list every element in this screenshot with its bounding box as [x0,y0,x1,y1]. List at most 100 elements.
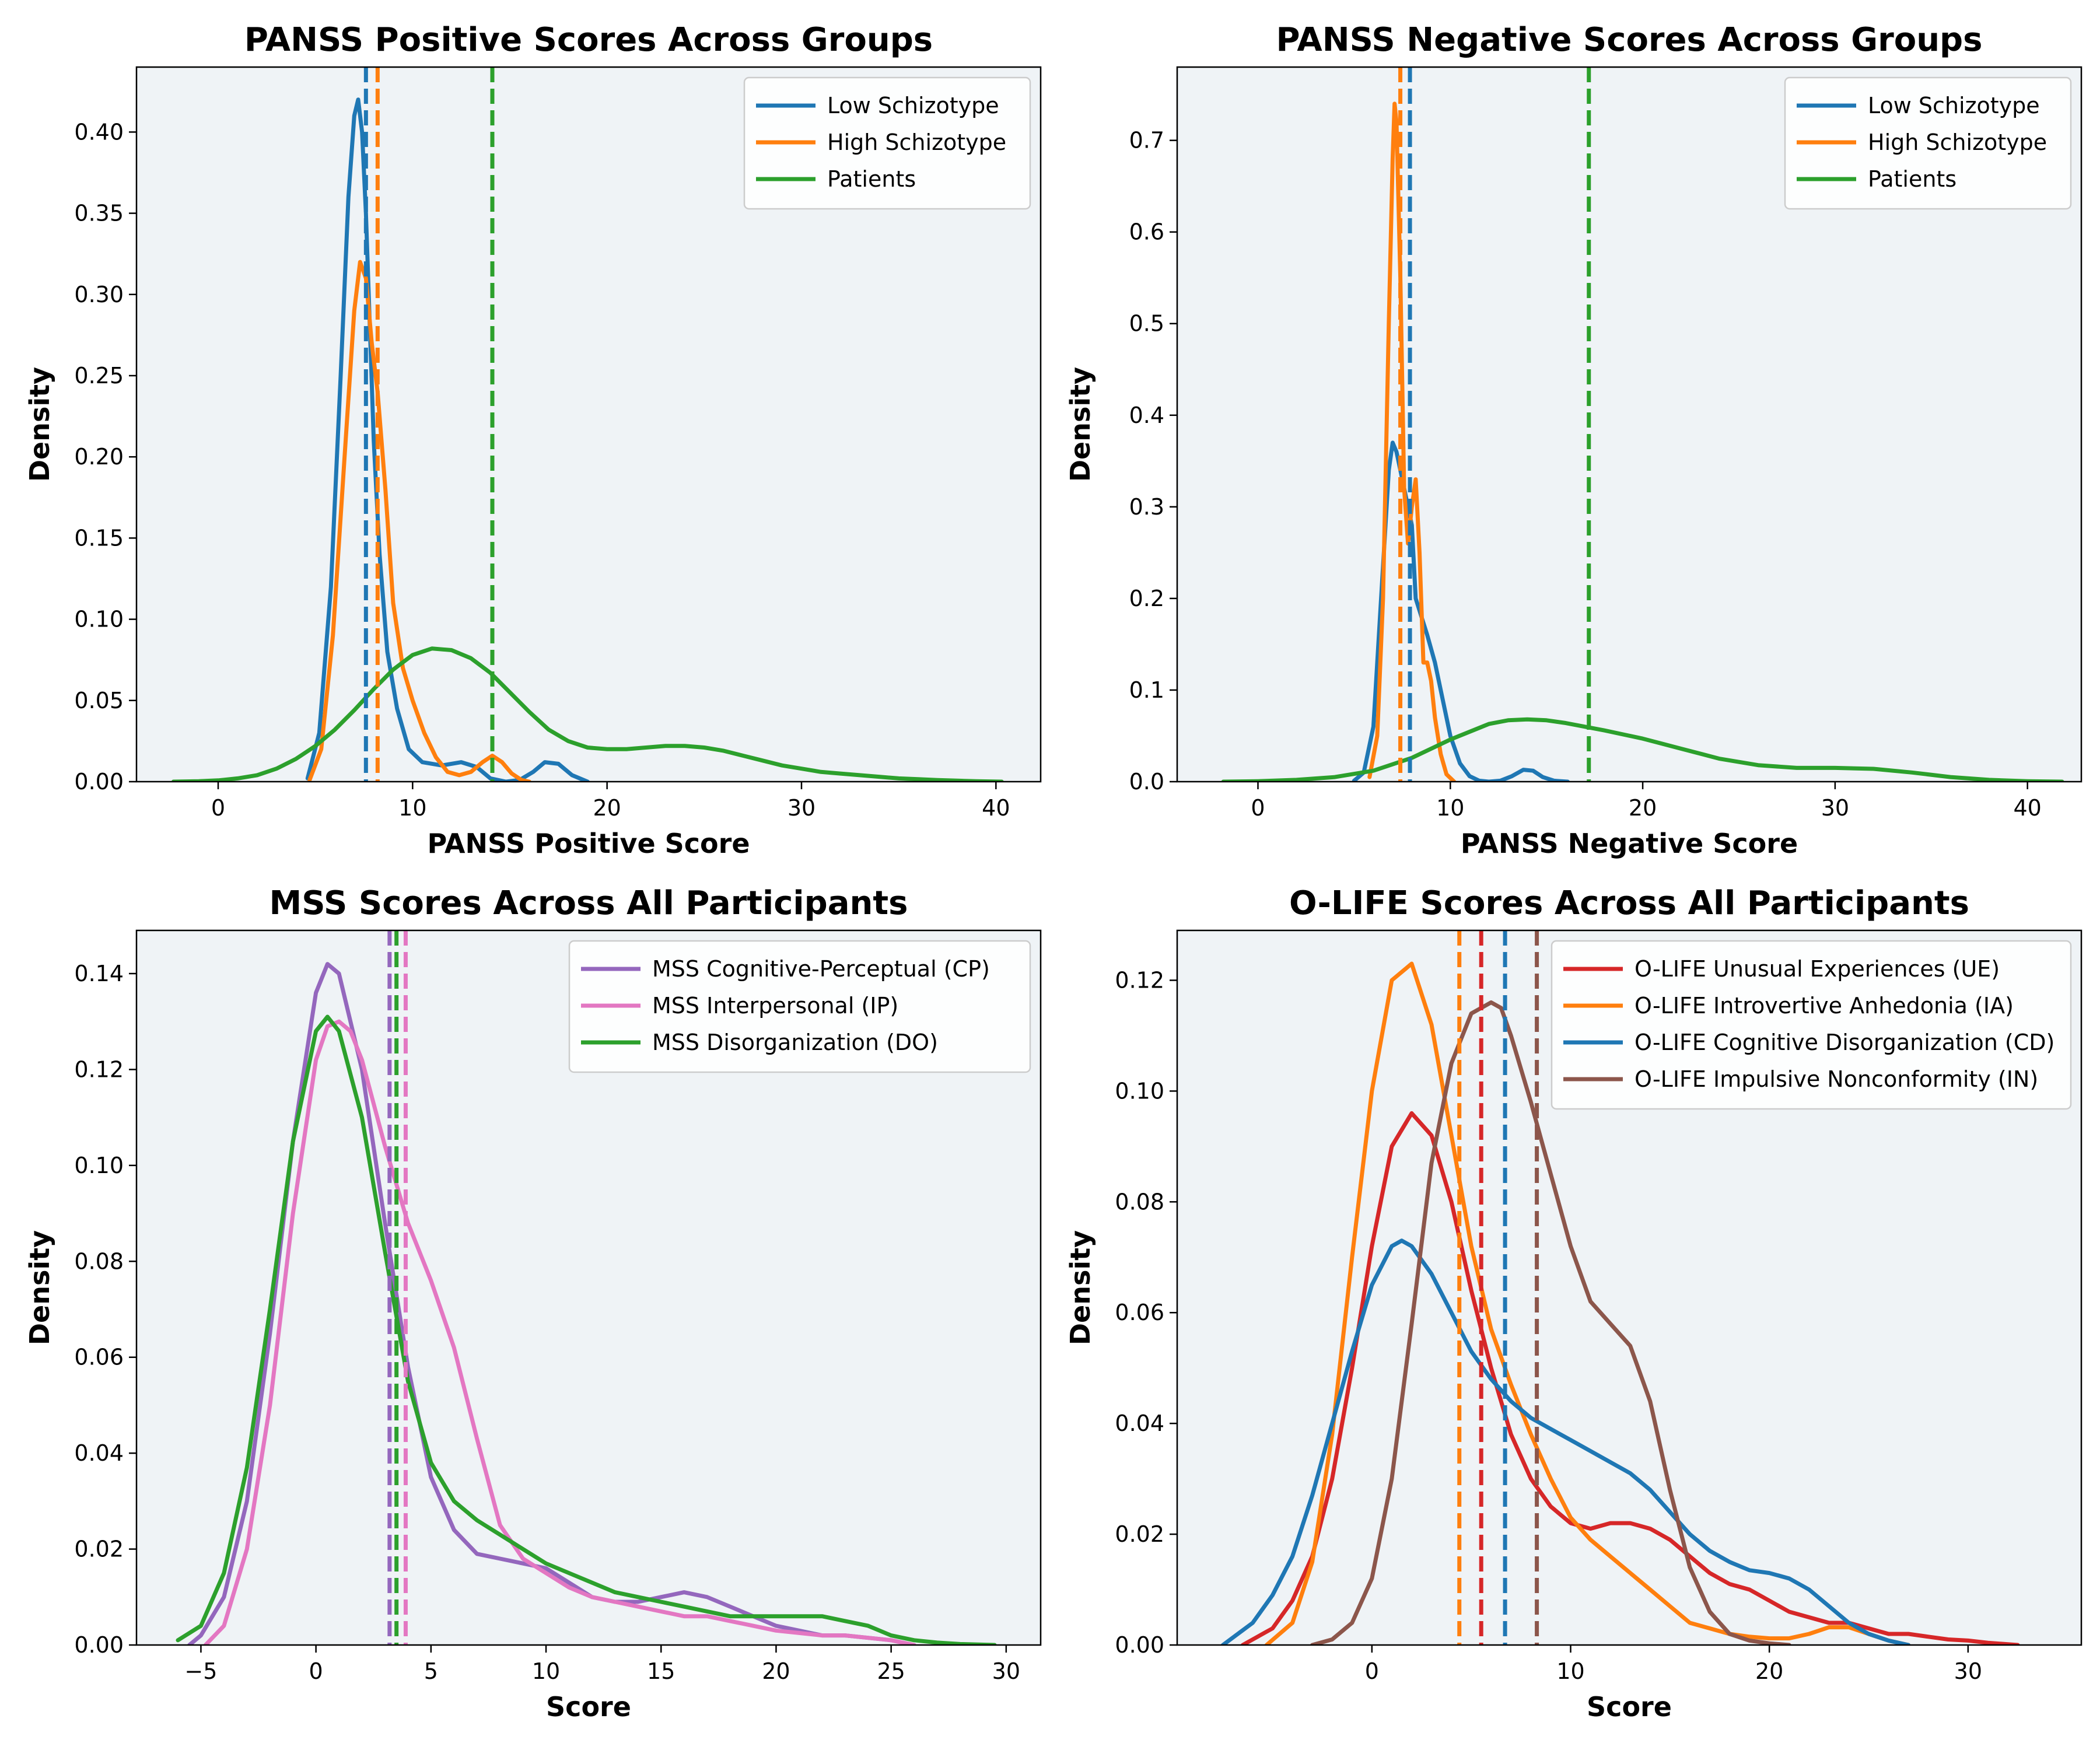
y-tick-label: 0.02 [1115,1521,1164,1547]
y-tick-label: 0.04 [1115,1410,1164,1436]
x-tick-label: 5 [424,1658,438,1684]
x-axis-label: PANSS Positive Score [427,828,750,859]
x-tick-label: 30 [992,1658,1020,1684]
y-axis-label: Density [1065,367,1096,482]
x-tick-label: 0 [309,1658,323,1684]
y-tick-label: 0.08 [1115,1189,1164,1214]
chart-title: O-LIFE Scores Across All Participants [1289,884,1969,922]
y-tick-label: 0.20 [74,444,124,470]
legend-label: O-LIFE Introvertive Anhedonia (IA) [1634,993,2014,1019]
y-tick-label: 0.14 [74,961,124,986]
legend-label: High Schizotype [827,130,1006,155]
legend-label: MSS Cognitive-Perceptual (CP) [652,956,990,982]
y-tick-label: 0.7 [1129,128,1164,153]
chart-panel-3: −5 0 5 10 15 20 25 30 0.00 0.02 0.04 0.06 0.08 0.10 0.… [24,884,1042,1723]
legend-label: MSS Interpersonal (IP) [652,993,898,1019]
y-tick-label: 0.40 [74,119,124,145]
series-line-4 [1310,1000,1791,1645]
x-tick-label: 0 [1365,1658,1379,1684]
series-line-1 [1240,1111,2020,1645]
legend-label: Low Schizotype [1868,93,2040,118]
x-tick-label: 10 [532,1658,560,1684]
series-line-2 [203,1019,916,1645]
axes-frame [1176,66,2082,783]
series-line-3 [1220,1238,1911,1645]
series-layer [171,67,1004,782]
y-tick-label: 0.06 [74,1345,124,1370]
y-tick-label: 0.08 [74,1248,124,1274]
legend-label: Low Schizotype [827,93,999,118]
legend-label: Patients [1868,166,1957,192]
axes-frame [1176,929,2082,1646]
legend: MSS Cognitive-Perceptual (CP) MSS Interpe… [568,940,1031,1073]
x-tick-label: 20 [762,1658,790,1684]
chart-title: PANSS Negative Scores Across Groups [1276,21,1983,59]
y-tick-label: 0.00 [74,769,124,794]
legend-label: MSS Disorganization (DO) [652,1030,938,1055]
x-tick-label: 40 [982,795,1010,821]
y-tick-label: 0.25 [74,363,124,388]
x-tick-label: 10 [398,795,426,821]
y-tick-label: 0.3 [1129,494,1164,520]
series-line-3 [176,1014,997,1645]
x-tick-label: 20 [1629,795,1657,821]
y-tick-label: 0.6 [1129,219,1164,245]
y-tick-label: 0.5 [1129,311,1164,337]
x-tick-label: 0 [1251,795,1265,821]
x-tick-label: 30 [1821,795,1849,821]
chart-panel-4: 0 10 20 30 0.00 0.02 0.04 0.06 0.08 0.10 0.12 O-LIF… [1065,884,2082,1723]
y-tick-label: 0.4 [1129,402,1164,428]
x-tick-label: 30 [1954,1658,1982,1684]
x-tick-label: 10 [1556,1658,1584,1684]
legend-box [1550,940,2072,1110]
x-tick-label: 30 [788,795,816,821]
series-line-1 [305,97,590,782]
series-layer [1221,67,2064,782]
x-tick-label: 20 [593,795,621,821]
legend-box [1784,76,2072,210]
y-axis-label: Density [1065,1230,1096,1345]
y-tick-label: 0.35 [74,201,124,226]
x-tick-label: 40 [2013,795,2041,821]
chart-title: MSS Scores Across All Participants [270,884,908,922]
legend-label: O-LIFE Cognitive Disorganization (CD) [1634,1030,2054,1055]
x-tick-label: 0 [211,795,225,821]
y-tick-label: 0.10 [74,607,124,632]
legend-label: High Schizotype [1868,130,2047,155]
y-tick-label: 0.10 [1115,1078,1164,1104]
legend-box [743,76,1031,210]
x-tick-label: 25 [877,1658,905,1684]
y-tick-label: 0.05 [74,688,124,713]
legend: Low Schizotype High Schizotype Patients [1784,76,2072,210]
x-axis-label: Score [546,1691,631,1723]
x-tick-label: 20 [1755,1658,1783,1684]
series-line-2 [1264,961,1911,1645]
series-line-1 [1352,440,1570,782]
y-tick-label: 0.12 [1115,967,1164,993]
y-axis-label: Density [24,367,55,482]
legend-box [568,940,1031,1073]
y-tick-label: 0.30 [74,282,124,307]
y-tick-label: 0.1 [1129,677,1164,703]
x-tick-label: 10 [1436,795,1464,821]
chart-panel-2: 0 10 20 30 40 0.0 0.1 0.2 0.3 0.4 0.5 0.6 0.7 PANSS N… [1065,21,2082,859]
legend-label: O-LIFE Impulsive Nonconformity (IN) [1634,1066,2038,1092]
axes-frame [135,929,1042,1646]
x-tick-label: −5 [184,1658,217,1684]
y-tick-label: 0.06 [1115,1300,1164,1325]
x-tick-label: 15 [647,1658,675,1684]
series-line-2 [307,260,531,782]
axes-frame [135,66,1042,783]
y-tick-label: 0.10 [74,1153,124,1178]
y-tick-label: 0.00 [1115,1632,1164,1658]
legend-label: O-LIFE Unusual Experiences (UE) [1634,956,2000,982]
y-tick-label: 0.00 [74,1632,124,1658]
y-tick-label: 0.15 [74,525,124,551]
series-line-3 [171,646,1004,782]
y-tick-label: 0.02 [74,1536,124,1562]
legend: O-LIFE Unusual Experiences (UE) O-LIFE In… [1550,940,2072,1110]
x-axis-label: Score [1587,1691,1672,1723]
y-tick-label: 0.12 [74,1056,124,1082]
chart-panel-1: 0 10 20 30 40 0.00 0.05 0.10 0.15 0.20 0.25 0.30 0.3… [24,21,1042,859]
